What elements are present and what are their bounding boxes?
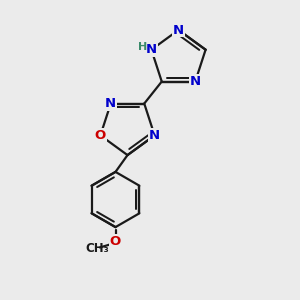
Text: N: N xyxy=(149,129,160,142)
Text: H: H xyxy=(138,42,148,52)
Text: O: O xyxy=(110,235,121,248)
Text: CH₃: CH₃ xyxy=(85,242,109,256)
Text: N: N xyxy=(146,43,157,56)
Text: O: O xyxy=(95,129,106,142)
Text: N: N xyxy=(173,23,184,37)
Text: N: N xyxy=(105,97,116,110)
Text: N: N xyxy=(190,75,201,88)
